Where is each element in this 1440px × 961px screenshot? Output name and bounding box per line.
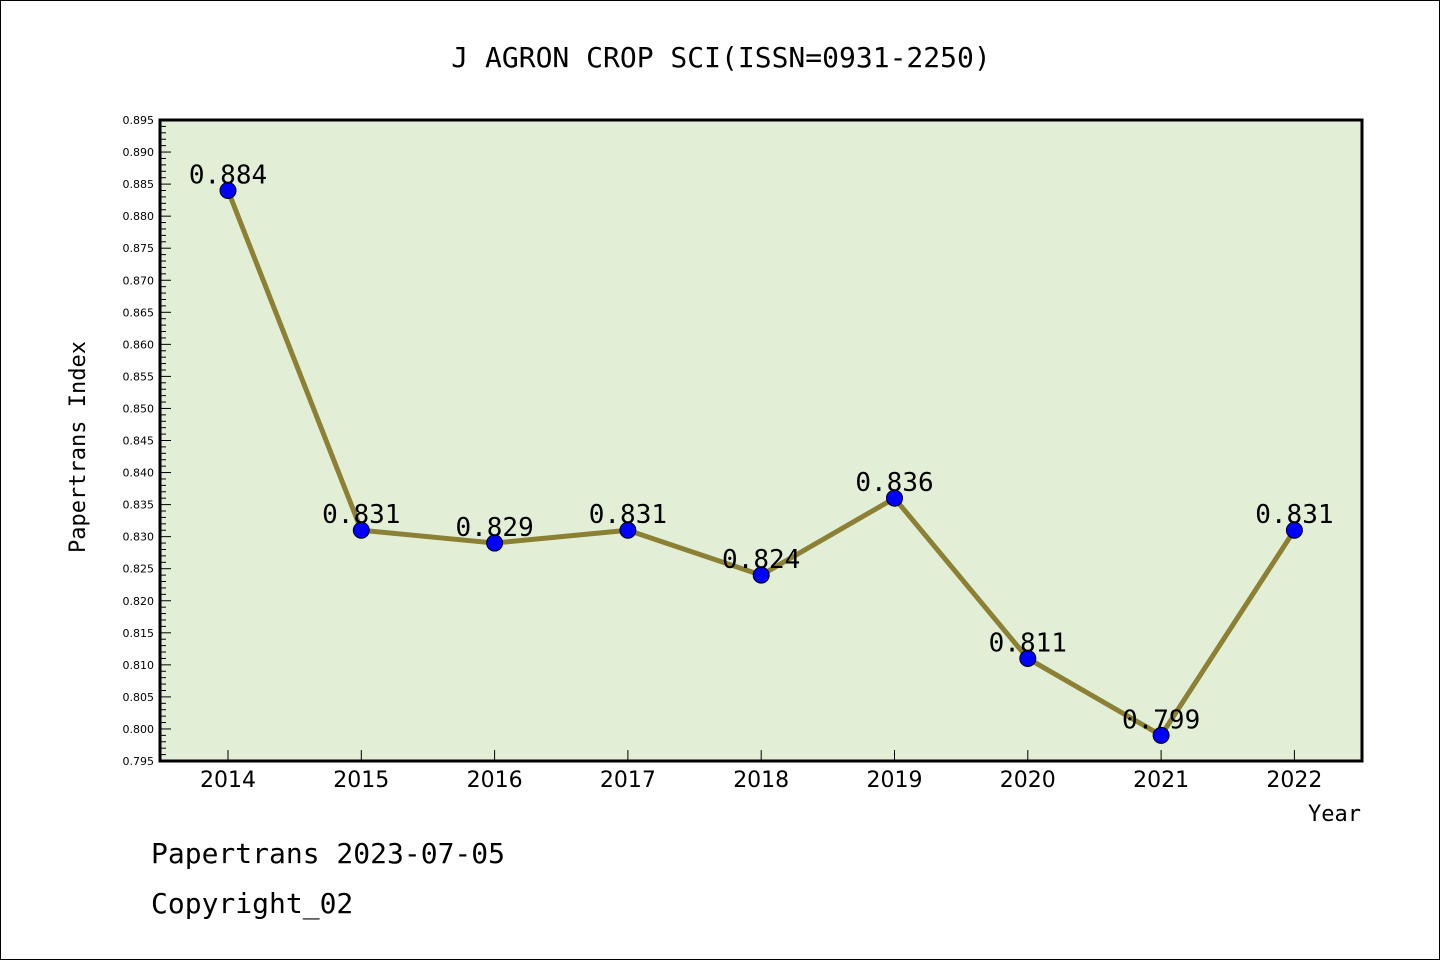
data-point xyxy=(619,521,637,539)
data-point xyxy=(1285,521,1303,539)
x-tick-label: 2020 xyxy=(1000,768,1056,793)
y-tick-label: 0.820 xyxy=(123,595,155,608)
x-tick-label: 2021 xyxy=(1133,768,1189,793)
y-tick-label: 0.815 xyxy=(123,627,155,640)
series-layer xyxy=(219,182,1303,744)
y-tick-label: 0.865 xyxy=(123,306,155,319)
y-tick-label: 0.890 xyxy=(123,146,155,159)
y-tick-label: 0.860 xyxy=(123,338,155,351)
chart-title: J AGRON CROP SCI(ISSN=0931-2250) xyxy=(451,41,990,74)
y-tick-label: 0.840 xyxy=(123,467,155,480)
y-tick-label: 0.875 xyxy=(123,242,155,255)
y-tick-label: 0.845 xyxy=(123,435,155,448)
y-tick-label: 0.855 xyxy=(123,370,155,383)
x-tick-label: 2015 xyxy=(333,768,389,793)
y-tick-label: 0.850 xyxy=(123,402,155,415)
plot-area xyxy=(158,118,1364,763)
data-label: 0.831 xyxy=(322,500,400,530)
x-tick-label: 2022 xyxy=(1266,768,1322,793)
data-point xyxy=(352,521,370,539)
y-tick-label: 0.805 xyxy=(123,691,155,704)
data-label: 0.811 xyxy=(989,628,1067,658)
y-tick-label: 0.825 xyxy=(123,563,155,576)
x-tick-label: 2016 xyxy=(467,768,523,793)
y-tick-label: 0.795 xyxy=(123,755,155,768)
x-tick-label: 2019 xyxy=(867,768,923,793)
y-tick-label: 0.885 xyxy=(123,178,155,191)
x-tick-label: 2018 xyxy=(733,768,789,793)
data-point xyxy=(752,566,770,584)
data-point xyxy=(1152,726,1170,744)
footer-date: Papertrans 2023-07-05 xyxy=(151,837,506,870)
y-tick-label: 0.810 xyxy=(123,659,155,672)
data-label: 0.884 xyxy=(189,161,267,191)
data-label: 0.836 xyxy=(855,468,933,498)
x-tick-label: 2017 xyxy=(600,768,656,793)
data-label: 0.799 xyxy=(1122,705,1200,735)
data-label: 0.831 xyxy=(589,500,667,530)
data-label-layer: 0.884 0.831 0.829 0.831 0.824 0.836 0.811 0.799… xyxy=(189,161,1334,736)
data-point xyxy=(219,182,237,200)
y-tick-label: 0.895 xyxy=(123,114,155,127)
x-tick-label: 2014 xyxy=(200,768,256,793)
y-tick-label: 0.800 xyxy=(123,723,155,736)
data-point xyxy=(1019,649,1037,667)
data-label: 0.829 xyxy=(455,513,533,543)
y-tick-label: 0.830 xyxy=(123,531,155,544)
x-axis: 2014 2015 2016 2017 2018 2019 2020 2021 2022 xyxy=(200,750,1322,793)
y-tick-label: 0.870 xyxy=(123,274,155,287)
y-axis-label: Papertrans Index xyxy=(66,341,91,553)
y-tick-label: 0.835 xyxy=(123,499,155,512)
data-label: 0.831 xyxy=(1255,500,1333,530)
data-point xyxy=(486,534,504,552)
y-tick-label: 0.880 xyxy=(123,210,155,223)
data-label: 0.824 xyxy=(722,545,800,575)
x-axis-label: Year xyxy=(1308,802,1361,827)
data-point xyxy=(886,489,903,507)
footer-copyright: Copyright_02 xyxy=(151,887,354,920)
y-axis: 0.795 0.800 0.805 0.810 0.815 0.820 0.825 0.830… xyxy=(123,114,171,768)
